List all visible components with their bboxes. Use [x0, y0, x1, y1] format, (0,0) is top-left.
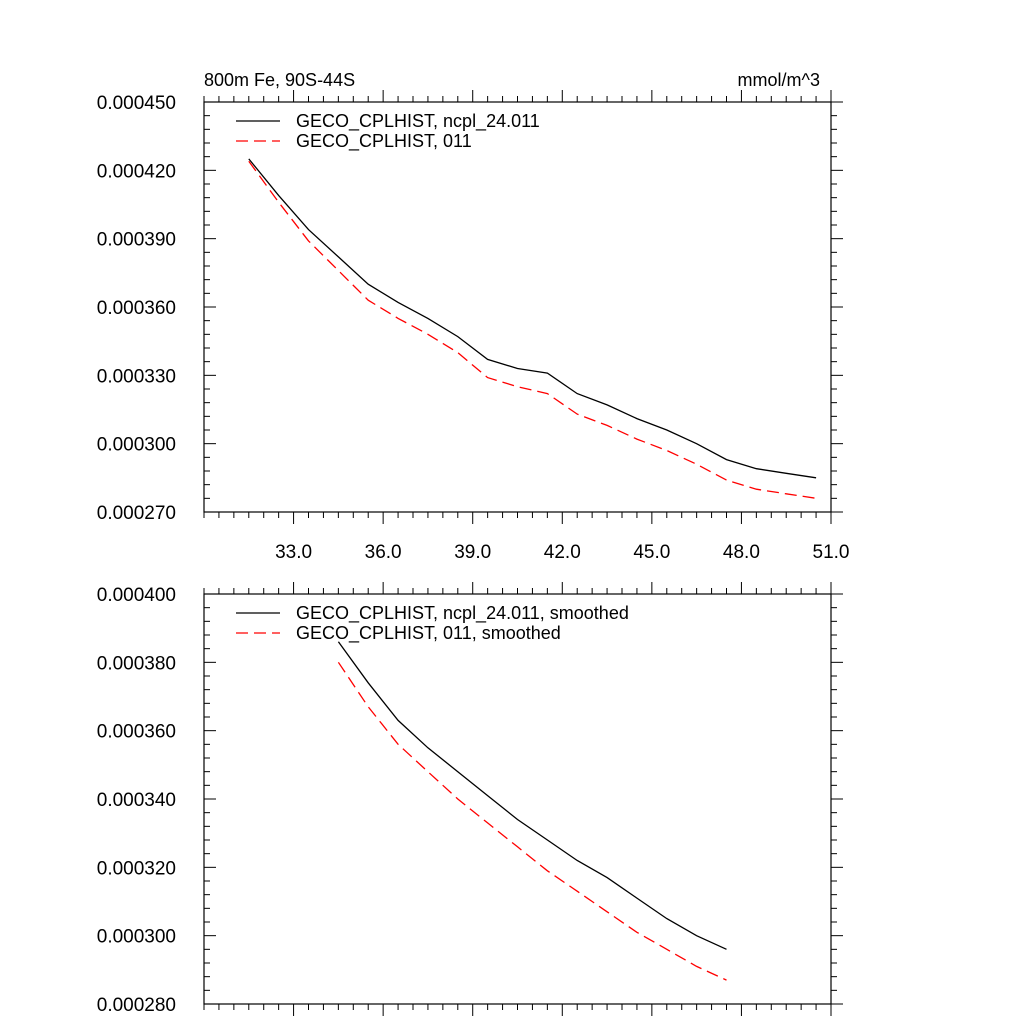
top-panel-title: 800m Fe, 90S-44S [204, 70, 355, 90]
y-tick-label: 0.000450 [97, 93, 176, 114]
top-panel: 800m Fe, 90S-44S mmol/m^3 33.0 36.0 39.0 42… [97, 70, 850, 563]
series-line-0 [337, 641, 727, 950]
bottom-panel: 0.000280 0.000300 0.000320 0.000340 0.000360… [97, 582, 843, 1016]
y-tick-label: 0.000390 [97, 230, 176, 251]
y-tick-label: 0.000280 [97, 995, 176, 1016]
y-tick-label: 0.000360 [97, 722, 176, 743]
legend-label-0: GECO_CPLHIST, ncpl_24.011, smoothed [296, 603, 629, 624]
top-panel-ticks: 33.0 36.0 39.0 42.0 45.0 48.0 51.0 0.000270 0.00… [97, 90, 850, 563]
top-panel-series [248, 158, 817, 499]
x-tick-label: 45.0 [633, 542, 670, 563]
x-tick-label: 48.0 [723, 542, 760, 563]
y-tick-label: 0.000320 [97, 858, 176, 879]
bottom-panel-ticks: 0.000280 0.000300 0.000320 0.000340 0.000360… [97, 582, 843, 1016]
x-tick-label: 36.0 [365, 542, 402, 563]
bottom-panel-series [337, 641, 727, 981]
series-line-0 [248, 158, 817, 479]
y-tick-label: 0.000300 [97, 435, 176, 456]
bottom-panel-legend: GECO_CPLHIST, ncpl_24.011, smoothedGECO_… [236, 603, 629, 644]
x-tick-label: 39.0 [454, 542, 491, 563]
y-tick-label: 0.000340 [97, 790, 176, 811]
legend-label-0: GECO_CPLHIST, ncpl_24.011 [296, 111, 540, 132]
x-tick-label: 51.0 [813, 542, 850, 563]
y-tick-label: 0.000360 [97, 298, 176, 319]
legend-label-1: GECO_CPLHIST, 011 [296, 131, 472, 152]
top-panel-frame [203, 101, 832, 513]
y-tick-label: 0.000300 [97, 927, 176, 948]
x-tick-label: 42.0 [544, 542, 581, 563]
y-tick-label: 0.000400 [97, 585, 176, 606]
y-tick-label: 0.000380 [97, 653, 176, 674]
top-panel-units: mmol/m^3 [738, 70, 820, 90]
x-tick-label: 33.0 [275, 542, 312, 563]
y-tick-label: 0.000420 [97, 161, 176, 182]
y-tick-label: 0.000270 [97, 503, 176, 524]
legend-label-1: GECO_CPLHIST, 011, smoothed [296, 623, 561, 644]
bottom-panel-frame [203, 593, 832, 1005]
y-tick-label: 0.000330 [97, 366, 176, 387]
series-line-1 [248, 160, 817, 499]
series-line-1 [337, 661, 727, 981]
